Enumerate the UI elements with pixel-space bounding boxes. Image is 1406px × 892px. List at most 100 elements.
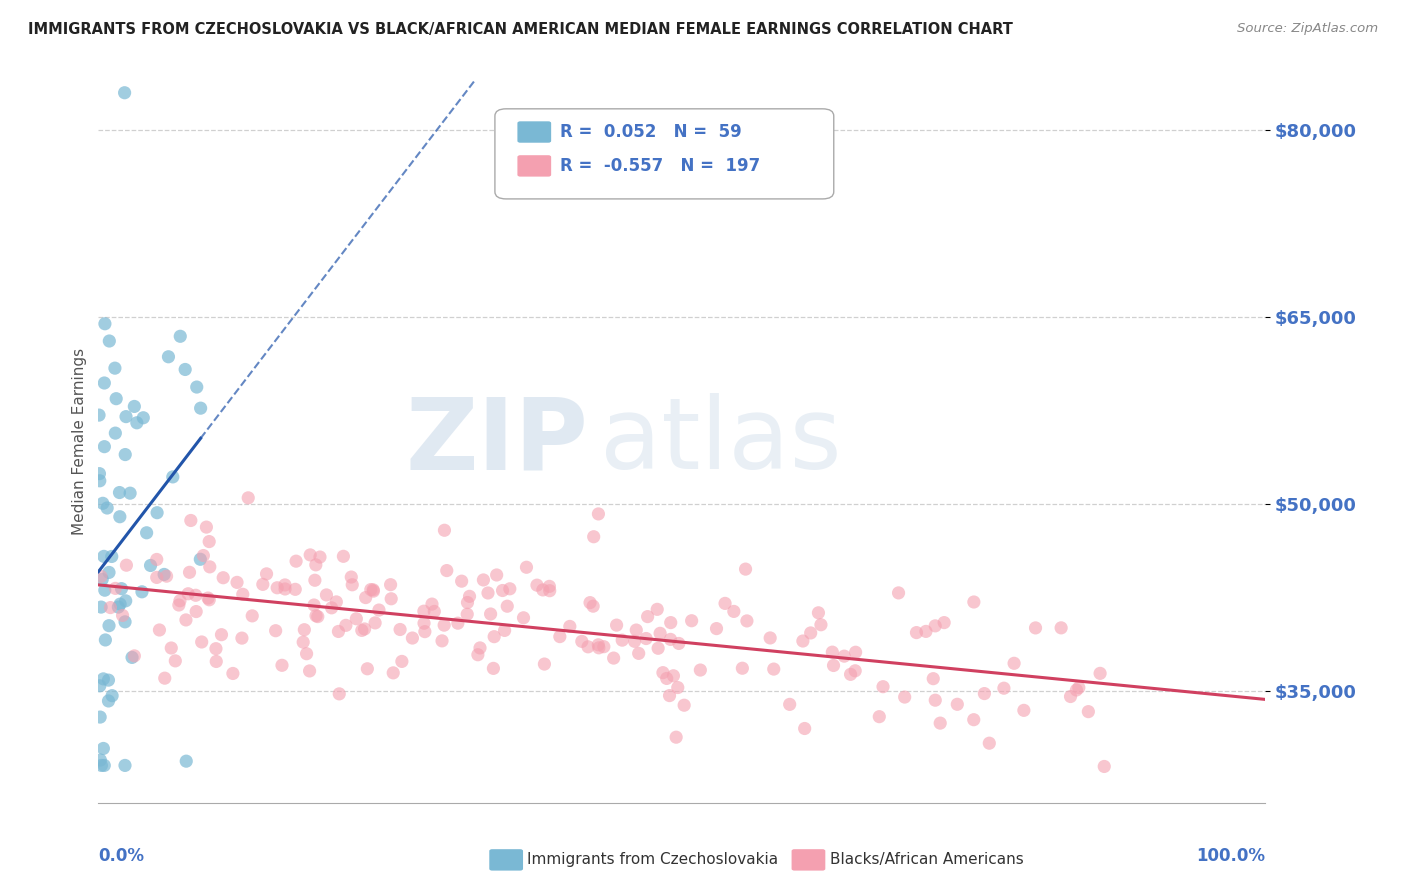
Point [299, 548, 322, 562]
Point [114, 594, 136, 608]
Point [274, 582, 297, 596]
Point [256, 566, 278, 581]
Point [979, 736, 1001, 750]
Point [934, 615, 956, 630]
Point [252, 577, 274, 591]
Point [177, 587, 200, 601]
Point [155, 569, 177, 583]
Point [413, 624, 436, 639]
Point [666, 681, 689, 695]
Point [659, 632, 682, 647]
Point [148, 623, 170, 637]
Point [924, 693, 946, 707]
Point [157, 350, 180, 364]
Point [354, 591, 377, 605]
Point [538, 583, 561, 598]
Point [190, 635, 212, 649]
Point [169, 329, 191, 343]
Point [558, 619, 581, 633]
Point [482, 630, 505, 644]
Point [91, 573, 114, 587]
Point [477, 586, 499, 600]
Point [665, 730, 688, 744]
Point [647, 641, 669, 656]
Point [232, 587, 254, 601]
Point [887, 586, 910, 600]
Point [115, 409, 138, 424]
Point [356, 662, 378, 676]
Point [456, 607, 478, 622]
Point [800, 626, 823, 640]
Point [582, 599, 605, 614]
Point [627, 646, 650, 660]
Point [305, 608, 328, 623]
Point [108, 485, 131, 500]
Point [162, 470, 184, 484]
Point [662, 669, 685, 683]
Point [973, 687, 995, 701]
Point [305, 558, 328, 572]
Point [963, 595, 986, 609]
Point [1088, 666, 1111, 681]
Point [779, 698, 801, 712]
Point [321, 600, 343, 615]
Point [186, 605, 208, 619]
Point [482, 661, 505, 675]
Point [307, 609, 329, 624]
Point [169, 593, 191, 607]
Point [179, 566, 201, 580]
Point [382, 665, 405, 680]
Point [309, 549, 332, 564]
Point [807, 606, 830, 620]
Point [231, 631, 253, 645]
Point [468, 640, 491, 655]
Point [681, 614, 703, 628]
Point [174, 613, 197, 627]
Point [211, 628, 233, 642]
Point [89, 474, 111, 488]
Point [97, 694, 120, 708]
Point [637, 609, 659, 624]
Point [304, 574, 326, 588]
Point [924, 619, 946, 633]
Point [762, 662, 785, 676]
Point [832, 649, 855, 664]
Text: 100.0%: 100.0% [1197, 847, 1265, 865]
Point [114, 86, 136, 100]
Point [131, 584, 153, 599]
Point [433, 523, 456, 537]
Point [845, 645, 868, 659]
Point [494, 624, 516, 638]
Point [98, 566, 121, 580]
Point [205, 655, 228, 669]
Point [332, 549, 354, 564]
Point [946, 698, 969, 712]
Point [153, 567, 176, 582]
Point [264, 624, 287, 638]
Point [198, 559, 221, 574]
Point [391, 654, 413, 668]
Point [238, 491, 260, 505]
Point [361, 582, 384, 597]
Point [94, 632, 117, 647]
Text: R =  0.052   N =  59: R = 0.052 N = 59 [560, 123, 741, 141]
Point [93, 376, 115, 390]
Point [1066, 683, 1088, 698]
Point [655, 672, 678, 686]
Point [93, 758, 115, 772]
Point [93, 549, 115, 564]
Point [905, 625, 928, 640]
Point [342, 578, 364, 592]
Point [1092, 759, 1115, 773]
Point [195, 520, 218, 534]
Point [479, 607, 502, 621]
Point [108, 509, 131, 524]
Point [274, 578, 297, 592]
Point [205, 641, 228, 656]
Point [145, 570, 167, 584]
Point [325, 595, 347, 609]
Point [602, 651, 624, 665]
Point [839, 667, 862, 681]
Point [111, 608, 134, 623]
Point [226, 575, 249, 590]
